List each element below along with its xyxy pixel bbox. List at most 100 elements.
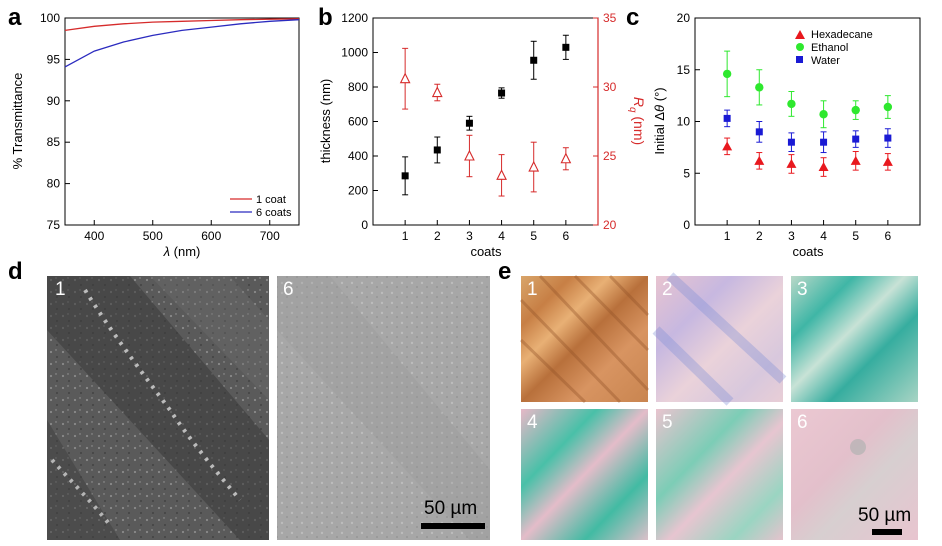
panel-c: 0 5 10 15 20 1 2 3 4 5 6 Initial Δθ (°) coats Hex… [652,11,921,259]
micrograph-d-number-6: 6 [283,279,294,300]
b-right-tick-label-25: 25 [603,149,617,163]
c-ytick-label-0: 0 [683,218,690,232]
panel-label-e: e [498,258,512,285]
panel-c-ylabel-delta: Δ [652,112,667,121]
b-xtick-label-4: 4 [498,229,505,243]
panel-label-b: b [318,4,333,31]
b-left-tick-label-1200: 1200 [341,11,368,25]
b-rq-point-4 [496,169,507,180]
c-ethanol-point-1 [722,69,732,79]
a-ytick-label-95: 95 [47,52,61,66]
c-ytick-label-20: 20 [677,11,691,25]
c-hexadecane-point-4 [818,162,829,172]
c-water-point-6 [884,134,892,142]
c-water-point-5 [852,135,860,143]
c-ytick-label-10: 10 [677,115,691,129]
panel-b-right-label-symbol: R [631,97,647,107]
c-hexadecane-point-2 [754,155,765,165]
b-thickness-point-4 [498,89,506,97]
b-thickness-point-6 [562,43,570,51]
b-rq-point-6 [560,152,572,164]
a-xtick-label-500: 500 [143,229,163,243]
micrograph-e-number-5: 5 [662,412,673,433]
panel-a: 75 80 85 90 95 100 400 500 600 700 % Transmittan… [10,11,300,259]
micrograph-e-number-4: 4 [527,412,538,433]
panel-e [519,272,918,540]
panel-b-right-label: Rq (nm) [627,97,647,145]
micrograph-d-number-1: 1 [55,279,66,300]
scalebar-e [872,529,902,535]
legend-marker-ethanol [796,43,804,51]
micrograph-e5 [656,409,783,540]
panel-b-series [399,34,572,197]
c-hexadecane-point-6 [882,156,893,166]
b-thickness-point-1 [401,172,409,180]
panel-c-ylabel: Initial Δθ (°) [652,87,667,154]
panel-b: 0 200 400 600 800 1000 1200 20 25 30 35 1 2 3 4 5 6 th… [318,11,647,259]
c-ytick-label-15: 15 [677,63,691,77]
c-water-point-2 [755,128,763,136]
micrograph-e1 [519,274,650,404]
b-rq-point-5 [528,160,540,172]
legend-label-1-coat: 1 coat [256,194,286,206]
a-xtick-label-400: 400 [84,229,104,243]
a-ytick-label-75: 75 [47,218,61,232]
c-hexadecane-point-1 [722,141,733,151]
panel-label-c: c [626,4,640,31]
b-xtick-label-1: 1 [402,229,409,243]
legend-label-ethanol: Ethanol [811,42,848,54]
legend-label-hexadecane: Hexadecane [811,29,873,41]
panel-c-ylabel-unit: (°) [652,87,667,104]
panel-c-legend: Hexadecane Ethanol Water [795,29,873,67]
panel-a-xlabel-unit: (nm) [170,244,200,259]
panel-label-d: d [8,258,23,285]
micrograph-e2 [652,272,787,406]
c-xtick-label-2: 2 [756,229,763,243]
panel-c-ylabel-prefix: Initial [652,121,667,155]
panel-a-y-ticks: 75 80 85 90 95 100 [40,11,70,232]
b-left-tick-label-600: 600 [348,115,368,129]
micrograph-d6 [277,276,490,540]
c-ethanol-point-5 [851,105,860,115]
micrograph-e4 [521,409,648,540]
c-hexadecane-point-3 [786,158,797,168]
b-xtick-label-2: 2 [434,229,441,243]
micrograph-e-number-6: 6 [797,412,808,433]
legend-marker-hexadecane [795,30,805,39]
c-ethanol-point-3 [787,99,796,109]
b-xtick-label-6: 6 [563,229,570,243]
micrograph-e-number-1: 1 [527,279,538,300]
panel-a-frame [64,17,300,226]
b-thickness-point-2 [433,146,441,154]
b-xtick-label-5: 5 [530,229,537,243]
panel-b-right-ticks: 20 25 30 35 [593,11,617,232]
micrograph-e3 [791,276,918,402]
panel-a-xlabel-symbol: λ [163,244,170,259]
b-rq-point-1 [399,72,411,84]
panel-a-legend: 1 coat 6 coats [230,194,292,219]
c-water-point-3 [787,138,795,146]
a-ytick-label-90: 90 [47,94,61,108]
panel-c-series [722,50,893,177]
c-xtick-label-5: 5 [852,229,859,243]
micrograph-e-number-2: 2 [662,279,673,300]
legend-label-water: Water [811,55,840,67]
panel-c-y-ticks: 0 5 10 15 20 [677,11,700,232]
a-series-line-1-coat [64,18,300,32]
a-series-line-6-coats [64,19,300,68]
legend-marker-water [796,56,803,63]
c-xtick-label-6: 6 [885,229,892,243]
a-ytick-label-85: 85 [47,135,61,149]
a-ytick-label-80: 80 [47,177,61,191]
scalebar-e-label: 50 µm [858,505,912,526]
b-rq-point-3 [464,149,475,161]
scalebar-d [421,523,485,529]
c-ethanol-point-6 [883,102,893,112]
micrograph-e-number-3: 3 [797,279,808,300]
b-left-tick-label-200: 200 [348,184,368,198]
b-left-tick-label-0: 0 [361,218,368,232]
b-thickness-point-3 [465,119,473,127]
c-xtick-label-3: 3 [788,229,795,243]
panel-c-x-ticks: 1 2 3 4 5 6 [724,220,892,243]
